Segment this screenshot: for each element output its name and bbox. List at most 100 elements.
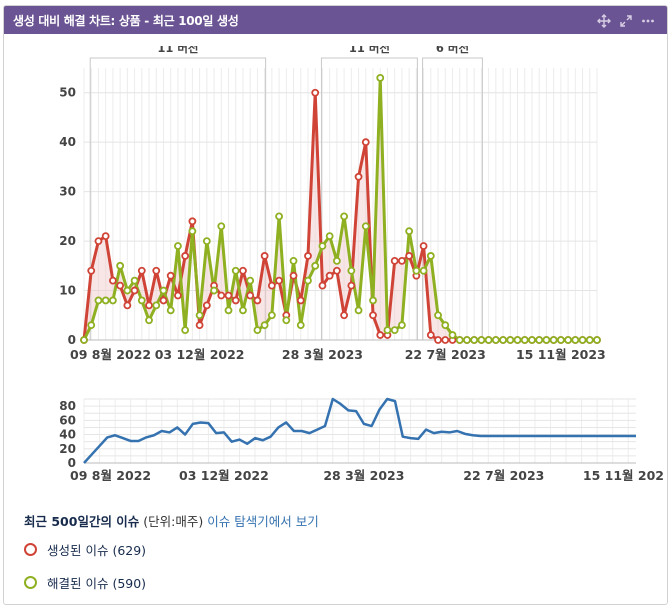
x-tick-label: 22 7월 2023 xyxy=(405,347,486,362)
created-point xyxy=(304,252,312,260)
resolved-point xyxy=(159,286,168,295)
resolved-point xyxy=(390,326,399,335)
gadget-header: 생성 대비 해결 차트: 상품 - 최근 100일 생성 xyxy=(4,6,667,34)
created-point xyxy=(195,321,204,330)
resolved-point xyxy=(441,321,450,330)
created-point xyxy=(159,296,168,305)
resolved-point xyxy=(491,336,500,344)
resolved-series-icon xyxy=(24,576,37,589)
resolved-point xyxy=(282,316,291,325)
created-point xyxy=(217,291,226,300)
y-tick-label: 50 xyxy=(59,86,76,100)
version-label: 6 버전 xyxy=(436,46,469,55)
legend-unit: (단위:매주) xyxy=(143,514,204,529)
legend-item-created[interactable]: 생성된 이슈 (629) xyxy=(24,540,319,559)
created-point xyxy=(347,281,356,290)
created-point xyxy=(145,301,153,310)
resolved-point xyxy=(383,326,392,335)
resolved-point xyxy=(166,306,175,315)
created-point xyxy=(296,296,305,305)
legend-title: 최근 500일간의 이슈 xyxy=(24,514,140,529)
resolved-point xyxy=(354,306,363,315)
resolved-point xyxy=(210,286,218,295)
created-point xyxy=(426,331,435,339)
created-point xyxy=(318,281,327,290)
resolved-point xyxy=(426,252,435,260)
difference-area xyxy=(394,260,402,331)
y-tick-label: 40 xyxy=(59,135,76,149)
resolved-point xyxy=(419,266,428,275)
created-point xyxy=(325,271,334,280)
overview-grid xyxy=(83,398,636,464)
x-tick-label: 03 12월 2022 xyxy=(155,347,245,362)
resolved-point xyxy=(94,296,103,305)
overview-x-tick-label: 03 12월 2022 xyxy=(179,468,269,481)
created-point xyxy=(116,281,125,290)
y-tick-label: 30 xyxy=(59,185,76,199)
resolved-point xyxy=(231,266,240,275)
resolved-point xyxy=(585,336,594,344)
y-tick-label: 20 xyxy=(59,234,76,248)
resolved-point xyxy=(224,306,233,315)
overview-y-tick-label: 0 xyxy=(68,456,76,470)
created-point xyxy=(398,256,406,265)
created-point xyxy=(137,266,146,275)
resolved-point xyxy=(347,266,356,275)
more-options-icon[interactable] xyxy=(641,13,655,27)
resolved-point xyxy=(463,336,471,344)
created-point xyxy=(275,276,283,285)
resolved-point xyxy=(304,276,312,285)
resolved-point xyxy=(123,286,132,295)
resolved-point xyxy=(318,242,327,250)
created-point xyxy=(390,256,399,265)
resolved-point xyxy=(405,227,414,236)
legend-item-resolved[interactable]: 해결된 이슈 (590) xyxy=(24,573,319,592)
difference-area xyxy=(98,236,106,301)
resolved-point xyxy=(253,326,262,335)
overview-x-tick-label: 09 8월 2022 xyxy=(70,468,151,481)
resolved-point xyxy=(202,237,211,245)
gadget-title: 생성 대비 해결 차트: 상품 - 최근 100일 생성 xyxy=(13,13,239,28)
created-point xyxy=(311,88,320,97)
resolved-point xyxy=(332,256,341,265)
issue-navigator-link[interactable]: 이슈 탐색기에서 보기 xyxy=(207,514,319,529)
resolved-point xyxy=(311,261,320,270)
legend: 최근 500일간의 이슈 (단위:매주) 이슈 탐색기에서 보기 생성된 이슈 (6… xyxy=(24,511,319,604)
resolved-point xyxy=(455,336,464,344)
created-point xyxy=(340,311,349,320)
created-point xyxy=(202,301,211,310)
created-point xyxy=(419,242,428,250)
created-point xyxy=(101,232,110,241)
created-point xyxy=(239,266,247,275)
created-point xyxy=(94,237,103,245)
created-point xyxy=(434,336,442,344)
resolved-point xyxy=(556,336,565,344)
resolved-point xyxy=(564,336,572,344)
overview-x-tick-label: 28 3월 2023 xyxy=(323,468,404,481)
move-icon[interactable] xyxy=(597,13,611,28)
resolved-point xyxy=(499,336,507,344)
overview-y-tick-label: 60 xyxy=(59,413,76,427)
created-point xyxy=(231,296,240,305)
resolved-point xyxy=(542,336,551,344)
resolved-point xyxy=(528,336,536,344)
expand-icon[interactable] xyxy=(619,13,633,27)
overview-line xyxy=(83,397,636,464)
legend-created-label: 생성된 이슈 (629) xyxy=(47,543,147,558)
resolved-point xyxy=(267,311,276,320)
resolved-point xyxy=(593,336,601,344)
resolved-point xyxy=(470,336,479,344)
resolved-point xyxy=(130,276,139,285)
resolved-point xyxy=(217,222,226,231)
gadget: 생성 대비 해결 차트: 상품 - 최근 100일 생성 0 10 20 30 40 50… xyxy=(3,5,668,605)
created-point xyxy=(152,266,161,275)
resolved-point xyxy=(412,266,421,275)
difference-area xyxy=(438,315,446,340)
resolved-point xyxy=(434,311,442,320)
resolved-point xyxy=(296,321,305,330)
header-icons xyxy=(597,13,667,28)
x-tick-label: 28 3월 2023 xyxy=(282,347,363,362)
created-series-icon xyxy=(24,543,37,556)
resolved-point xyxy=(369,296,377,305)
